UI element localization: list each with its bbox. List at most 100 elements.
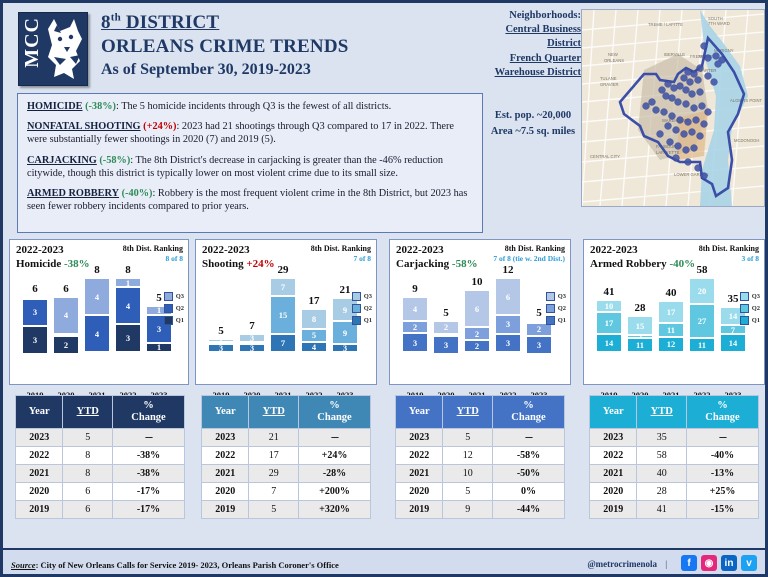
area-stat: Area ~7.5 sq. miles (490, 125, 576, 137)
cell-change: -38% (112, 464, 185, 484)
twitter-icon[interactable]: ᴠ (741, 555, 757, 571)
narrative-label-armed-robbery: ARMED ROBBERY (27, 187, 120, 199)
source-note: Source: City of New Orleans Calls for Se… (11, 560, 339, 570)
svg-text:ALGIERS POINT: ALGIERS POINT (730, 98, 763, 103)
dog-head-icon (48, 19, 82, 79)
narrative-text-homicide: : The 5 homicide incidents through Q3 is… (115, 101, 392, 112)
svg-text:FAUBOURG: FAUBOURG (656, 144, 680, 149)
legend-swatch (351, 292, 361, 301)
legend-swatch (545, 316, 555, 325)
bar-segment-q1: 3 (526, 335, 552, 354)
bar-total-label: 35 (727, 293, 739, 306)
header-line2: ORLEANS CRIME TRENDS (101, 35, 349, 57)
bar-segment-q1: 11 (689, 337, 715, 352)
bar-segment-q1: 2 (464, 339, 490, 352)
legend-label: Q2 (175, 305, 184, 312)
plot-homicide: 03362019YTD40262020YTD44082021YTD1438202… (10, 264, 188, 410)
bar-total-label: 21 (339, 284, 351, 297)
instagram-icon[interactable]: ◉ (701, 555, 717, 571)
table-header-row: Year YTD% Change (200, 394, 371, 430)
bar-segment-q1: 4 (301, 341, 327, 352)
cell-change: 0% (492, 482, 565, 502)
plot-shooting: 11352019YTD31372020YTD7157292021YTD85417… (196, 264, 376, 410)
bar-segment-q2: 5 (301, 329, 327, 342)
table-row: 2019 41 -15% (588, 500, 759, 520)
bar-segment-q3: 7 (270, 278, 296, 296)
bar-segment-q3: 10 (596, 299, 622, 313)
svg-text:QUARTER: QUARTER (696, 68, 716, 73)
bar-segment-q3: 1 (115, 278, 141, 288)
bar-segment-q2: 2 (526, 323, 552, 336)
bar-segment-q1: 12 (658, 336, 684, 352)
cell-year: 2022 (588, 446, 638, 466)
bar-segment-q2: 15 (270, 295, 296, 335)
chart-pct-shooting: +24% (246, 257, 275, 270)
cell-year: 2022 (200, 446, 250, 466)
chart-rank-homicide: 8th Dist. Ranking 8 of 8 (122, 244, 183, 263)
shooting-table: Year YTD% Change 2023 21 --- 2022 17 +24% 2021 29-… (200, 394, 371, 520)
narrative-carjacking: CARJACKING (-58%): The 8th District's de… (27, 154, 473, 180)
header-text: 8th DISTRICT ORLEANS CRIME TRENDS As of … (101, 11, 349, 82)
social-icons: f ◉ in ᴠ (681, 555, 757, 571)
legend-label: Q3 (557, 293, 566, 300)
chart-armed-robbery: 2022-2023 Armed Robbery -40% 8th Dist. R… (583, 239, 765, 410)
district-stats: Est. pop. ~20,000 Area ~7.5 sq. miles (481, 108, 585, 140)
bar-segment-q1: 3 (22, 326, 48, 354)
narrative-box: HOMICIDE (-38%): The 5 homicide incident… (17, 93, 483, 233)
header-line1: 8th DISTRICT (101, 11, 220, 33)
carjacking-table: Year YTD% Change 2023 5 --- 2022 12 -58% 2021 10 -5… (394, 394, 565, 520)
cell-change: --- (492, 428, 565, 448)
legend-label: Q2 (363, 305, 372, 312)
bar-homicide-2020: 402 (53, 296, 79, 354)
table-header-year: Year (14, 394, 64, 430)
bar-segment-q1: 3 (115, 324, 141, 352)
svg-text:MCDONOGH: MCDONOGH (734, 138, 759, 143)
bar-segment-q2: 4 (84, 315, 110, 352)
cell-ytd: 28 (636, 482, 688, 502)
cell-ytd: 21 (248, 428, 300, 448)
cell-year: 2023 (14, 428, 64, 448)
bar-total-label: 6 (63, 282, 69, 295)
bar-armed-robbery-2023: 14 7 14 (720, 307, 746, 352)
narrative-label-carjacking: CARJACKING (27, 154, 97, 166)
table-header-row: Year YTD% Change (394, 394, 565, 430)
cell-ytd: 5 (248, 500, 300, 520)
table-header-change: % Change (686, 394, 759, 430)
table-row: 2022 12 -58% (394, 446, 565, 466)
plot-armed-robbery: 101714412019YTD15211282020YTD17111240202… (584, 264, 764, 410)
homicide-table: Year YTD% Change 2023 5 --- 2022 8 -38% 2021 8 -38%… (14, 394, 185, 520)
bar-segment-q3: 15 (627, 316, 653, 336)
legend-label: Q2 (751, 305, 760, 312)
table-header-year: Year (394, 394, 444, 430)
table-header-change: % Change (298, 394, 371, 430)
cell-change: +25% (686, 482, 759, 502)
chart-pct-carjacking: -58% (451, 257, 478, 270)
svg-text:ORLEANS: ORLEANS (604, 58, 624, 63)
bar-total-label: 5 (218, 325, 224, 338)
bar-shooting-2019: 113 (208, 339, 234, 352)
linkedin-icon[interactable]: in (721, 555, 737, 571)
narrative-pct-homicide: (-38%) (85, 101, 116, 112)
cell-year: 2020 (394, 482, 444, 502)
legend-swatch (351, 304, 361, 313)
cell-ytd: 12 (442, 446, 494, 466)
cell-change: -50% (492, 464, 565, 484)
bar-segment-q3: 1 (208, 339, 234, 342)
table-row: 2021 8 -38% (14, 464, 185, 484)
bar-total-label: 28 (634, 302, 646, 315)
table-row: 2022 17 +24% (200, 446, 371, 466)
facebook-icon[interactable]: f (681, 555, 697, 571)
bar-segment-q2: 4 (115, 287, 141, 325)
legend-label: Q1 (175, 317, 184, 324)
legend-item-q1: Q1 (163, 316, 184, 325)
legend-item-q1: Q1 (545, 316, 566, 325)
bar-segment-q2: 0 (53, 333, 79, 336)
cell-change: --- (298, 428, 371, 448)
chart-legend: Q3 Q2 Q1 (545, 292, 566, 328)
table-header-row: Year YTD% Change (14, 394, 185, 430)
chart-legend: Q3 Q2 Q1 (351, 292, 372, 328)
